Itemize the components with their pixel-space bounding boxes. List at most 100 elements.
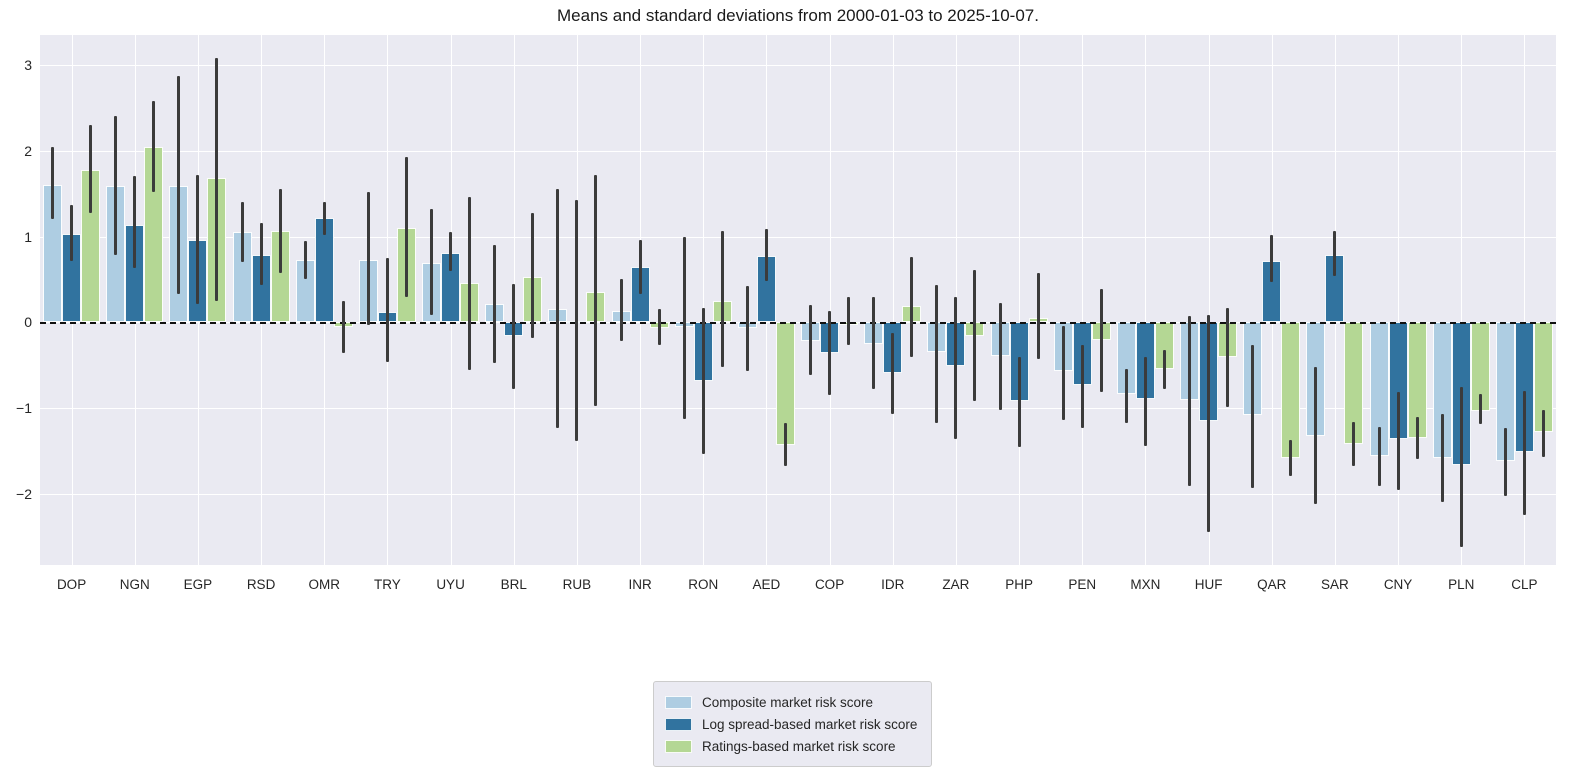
error-bar-brl-series1 xyxy=(493,245,497,363)
error-bar-php-series3 xyxy=(1036,273,1040,360)
x-tick-label-egp: EGP xyxy=(183,577,213,592)
error-bar-qar-series3 xyxy=(1289,439,1293,476)
y-tick-label: 2 xyxy=(24,142,32,159)
error-bar-ngn-series1 xyxy=(114,116,118,255)
gridline-vertical xyxy=(1019,35,1021,565)
x-tick-label-clp: CLP xyxy=(1511,577,1538,592)
gridline-horizontal xyxy=(40,493,1556,495)
error-bar-pen-series1 xyxy=(1061,325,1065,421)
error-bar-uyu-series2 xyxy=(449,232,453,271)
error-bar-clp-series2 xyxy=(1522,390,1526,516)
error-bar-sar-series1 xyxy=(1314,366,1318,505)
error-bar-pln-series2 xyxy=(1459,387,1463,547)
x-tick-label-omr: OMR xyxy=(308,577,341,592)
legend: Composite market risk score Log spread-ba… xyxy=(653,681,933,767)
gridline-vertical xyxy=(703,35,705,565)
error-bar-brl-series2 xyxy=(512,283,516,390)
error-bar-ron-series2 xyxy=(701,307,705,455)
error-bar-rsd-series3 xyxy=(278,189,282,273)
plot-area xyxy=(40,35,1556,565)
x-tick-label-rsd: RSD xyxy=(246,577,276,592)
legend-label: Composite market risk score xyxy=(702,694,874,710)
x-tick-label-brl: BRL xyxy=(500,577,527,592)
error-bar-mxn-series1 xyxy=(1124,369,1128,423)
error-bar-php-series1 xyxy=(998,303,1002,410)
error-bar-brl-series3 xyxy=(531,212,535,338)
x-tick-label-ron: RON xyxy=(688,577,719,592)
y-tick-label: 0 xyxy=(24,314,32,331)
gridline-vertical xyxy=(829,35,831,565)
x-tick-label-mxn: MXN xyxy=(1130,577,1161,592)
error-bar-php-series2 xyxy=(1017,356,1021,447)
y-tick-label: 3 xyxy=(24,57,32,74)
legend-item: Ratings-based market risk score xyxy=(665,735,917,757)
legend-label: Log spread-based market risk score xyxy=(702,716,918,732)
error-bar-ngn-series2 xyxy=(133,175,137,269)
gridline-vertical xyxy=(1398,35,1400,565)
error-bar-cop-series1 xyxy=(809,305,813,375)
error-bar-aed-series1 xyxy=(745,286,749,372)
error-bar-mxn-series3 xyxy=(1162,349,1166,390)
error-bar-inr-series1 xyxy=(619,279,623,342)
error-bar-huf-series3 xyxy=(1226,307,1230,408)
error-bar-zar-series3 xyxy=(973,269,977,402)
chart-title: Means and standard deviations from 2000-… xyxy=(557,6,1039,25)
error-bar-ron-series1 xyxy=(682,236,686,420)
error-bar-aed-series2 xyxy=(764,228,768,282)
error-bar-sar-series2 xyxy=(1333,231,1337,276)
error-bar-sar-series3 xyxy=(1352,421,1356,467)
error-bar-clp-series1 xyxy=(1503,427,1507,497)
error-bar-clp-series3 xyxy=(1541,409,1545,457)
x-tick-label-pln: PLN xyxy=(1448,577,1475,592)
gridline-horizontal xyxy=(40,236,1556,238)
gridline-vertical xyxy=(892,35,894,565)
error-bar-dop-series2 xyxy=(70,204,74,262)
error-bar-dop-series1 xyxy=(51,147,55,220)
zero-line xyxy=(40,322,1556,325)
x-tick-label-inr: INR xyxy=(628,577,652,592)
error-bar-egp-series3 xyxy=(215,58,219,301)
gridline-vertical xyxy=(1208,35,1210,565)
error-bar-rub-series2 xyxy=(575,199,579,441)
error-bar-idr-series1 xyxy=(872,297,876,390)
x-tick-label-rub: RUB xyxy=(562,577,592,592)
legend-item: Log spread-based market risk score xyxy=(665,713,917,735)
error-bar-mxn-series2 xyxy=(1143,356,1147,446)
x-tick-label-cny: CNY xyxy=(1383,577,1413,592)
error-bar-try-series3 xyxy=(404,156,408,298)
error-bar-cop-series3 xyxy=(847,296,851,346)
gridline-vertical xyxy=(1524,35,1526,565)
error-bar-rsd-series2 xyxy=(259,222,263,286)
y-tick-label: −2 xyxy=(16,485,32,502)
error-bar-ron-series3 xyxy=(720,230,724,367)
y-tick-label: −1 xyxy=(16,400,32,417)
error-bar-pln-series1 xyxy=(1440,414,1444,502)
error-bar-cny-series1 xyxy=(1377,426,1381,487)
error-bar-idr-series2 xyxy=(891,333,895,415)
error-bar-cop-series2 xyxy=(828,311,832,396)
gridline-vertical xyxy=(1461,35,1463,565)
error-bar-uyu-series1 xyxy=(430,209,434,316)
gridline-horizontal xyxy=(40,150,1556,152)
x-tick-label-dop: DOP xyxy=(56,577,87,592)
error-bar-omr-series2 xyxy=(322,202,326,235)
x-tick-label-ngn: NGN xyxy=(119,577,150,592)
error-bar-pen-series3 xyxy=(1099,288,1103,392)
error-bar-rub-series1 xyxy=(556,188,560,428)
x-tick-label-uyu: UYU xyxy=(436,577,465,592)
error-bar-rsd-series1 xyxy=(240,202,244,263)
error-bar-try-series1 xyxy=(366,191,370,325)
bar-qar-series3 xyxy=(1281,322,1301,458)
x-tick-label-sar: SAR xyxy=(1321,577,1349,592)
error-bar-egp-series1 xyxy=(177,76,181,294)
error-bar-uyu-series3 xyxy=(468,197,472,371)
error-bar-rub-series3 xyxy=(594,174,598,407)
error-bar-ngn-series3 xyxy=(152,101,156,192)
error-bar-inr-series2 xyxy=(638,239,642,294)
x-tick-label-php: PHP xyxy=(1005,577,1033,592)
error-bar-zar-series2 xyxy=(954,297,958,439)
legend-swatch xyxy=(665,717,692,731)
x-tick-label-pen: PEN xyxy=(1068,577,1097,592)
error-bar-pln-series3 xyxy=(1478,394,1482,425)
